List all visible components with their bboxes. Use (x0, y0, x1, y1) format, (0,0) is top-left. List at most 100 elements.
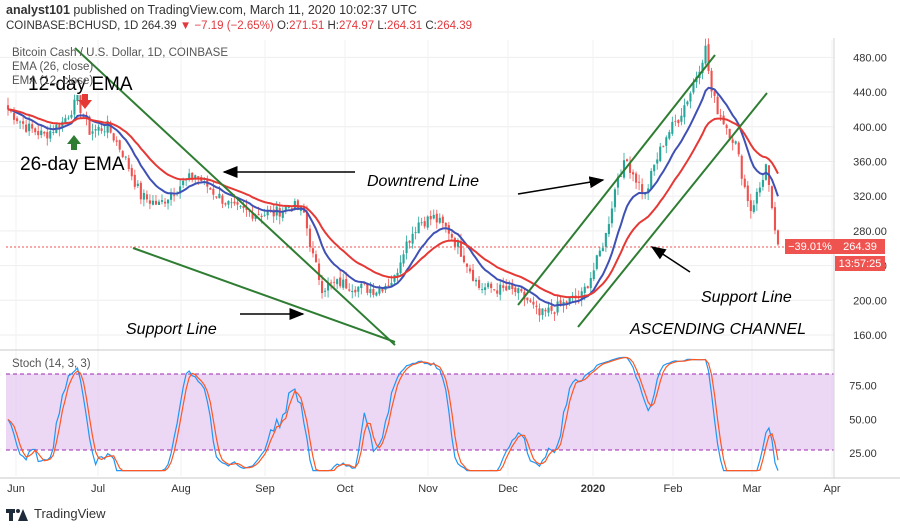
candle-body (680, 115, 683, 122)
candle-body (635, 173, 638, 183)
candle-body (462, 255, 466, 263)
time-tick-label: Jun (7, 483, 25, 495)
candle-body (725, 125, 728, 129)
candle-body (601, 248, 604, 252)
candle-body (568, 297, 571, 304)
publish-info: published on TradingView.com, March 11, … (73, 3, 417, 17)
last-price: 264.39 (141, 20, 177, 32)
stoch-tick-label: 25.00 (849, 448, 877, 460)
price-change: −7.19 (−2.65%) (194, 20, 274, 32)
candle-body (133, 174, 136, 187)
candle-body (182, 180, 185, 186)
candle-body (429, 215, 432, 220)
stoch-legend: Stoch (14, 3, 3) (12, 358, 91, 370)
price-tick-label: 160.00 (853, 330, 887, 342)
candle-body (296, 200, 299, 210)
trendlines-group (67, 47, 768, 346)
candle-body (550, 305, 553, 311)
candle-body (659, 146, 662, 161)
candle-body (438, 217, 441, 223)
candle-body (499, 284, 502, 295)
candle-body (532, 301, 535, 305)
candle-body (481, 289, 484, 290)
candle-body (616, 176, 620, 188)
candle-body (586, 286, 589, 289)
candle-body (414, 232, 417, 233)
candle-body (423, 221, 426, 227)
legend-ema12: EMA (12, close) (12, 75, 94, 87)
candle-body (94, 129, 97, 131)
author-name[interactable]: analyst101 (6, 3, 70, 17)
candle-body (547, 307, 550, 313)
candle-body (139, 182, 142, 200)
candle-body (254, 215, 257, 220)
footer-brand[interactable]: TradingView (6, 506, 106, 521)
ema26-marker-icon (67, 135, 81, 150)
candle-body (148, 200, 151, 204)
stoch-pct-d (7, 356, 779, 472)
support-annotation-right: Support Line (701, 289, 792, 306)
candle-body (194, 175, 197, 180)
candle-body (752, 205, 755, 212)
low-value: 264.31 (386, 20, 423, 32)
candle-body (496, 290, 499, 294)
candle-body (402, 254, 405, 264)
candle-body (233, 201, 236, 204)
candle-body (121, 151, 124, 157)
candle-body (103, 131, 106, 133)
candle-body (683, 105, 686, 118)
candle-body (251, 212, 254, 219)
candle-body (583, 286, 586, 293)
price-value-bg (835, 239, 885, 254)
publish-line: analyst101 published on TradingView.com,… (6, 3, 417, 17)
candle-body (478, 279, 481, 289)
price-pct-bg (785, 239, 835, 254)
channel-lower-line[interactable] (577, 92, 768, 328)
candle-body (653, 164, 656, 172)
high-label: H: (327, 20, 339, 32)
channel-annotation: ASCENDING CHANNEL (629, 321, 806, 338)
candle-body (100, 128, 103, 131)
candle-body (746, 185, 749, 202)
downtrend-line[interactable] (74, 47, 396, 346)
candle-body (67, 117, 70, 119)
candle-body (716, 96, 719, 115)
candle-body (348, 289, 351, 291)
candle-body (28, 123, 31, 132)
candle-body (305, 212, 308, 229)
candle-body (514, 287, 517, 293)
candle-body (118, 140, 121, 150)
candle-body (776, 230, 780, 245)
candle-body (692, 83, 695, 93)
candle-body (284, 206, 287, 212)
candle-body (109, 122, 112, 133)
candle-body (755, 191, 758, 204)
candle-body (163, 201, 167, 204)
candle-body (112, 133, 115, 141)
candle-body (151, 200, 154, 205)
candle-body (73, 99, 76, 115)
support-annotation-left: Support Line (126, 321, 217, 338)
support-line-left[interactable] (132, 247, 396, 343)
ema12-marker-icon (78, 94, 92, 109)
price-tick-label: 200.00 (853, 295, 887, 307)
candle-body (160, 200, 164, 202)
candle-body (49, 131, 52, 139)
candle-body (236, 202, 239, 205)
candle-body (444, 222, 447, 227)
symbol-label: COINBASE:BCHUSD, 1D (6, 20, 139, 32)
candle-body (592, 270, 595, 280)
candle-body (188, 173, 191, 179)
candle-body (130, 167, 133, 177)
channel-upper-line[interactable] (517, 54, 716, 306)
candle-body (58, 125, 61, 129)
candle-body (79, 95, 82, 113)
candle-body (336, 279, 339, 285)
candle-body (324, 290, 327, 292)
candle-body (272, 209, 275, 217)
candle-body (604, 233, 607, 247)
candle-body (686, 101, 689, 105)
candle-body (360, 283, 363, 288)
candle-body (369, 289, 372, 294)
